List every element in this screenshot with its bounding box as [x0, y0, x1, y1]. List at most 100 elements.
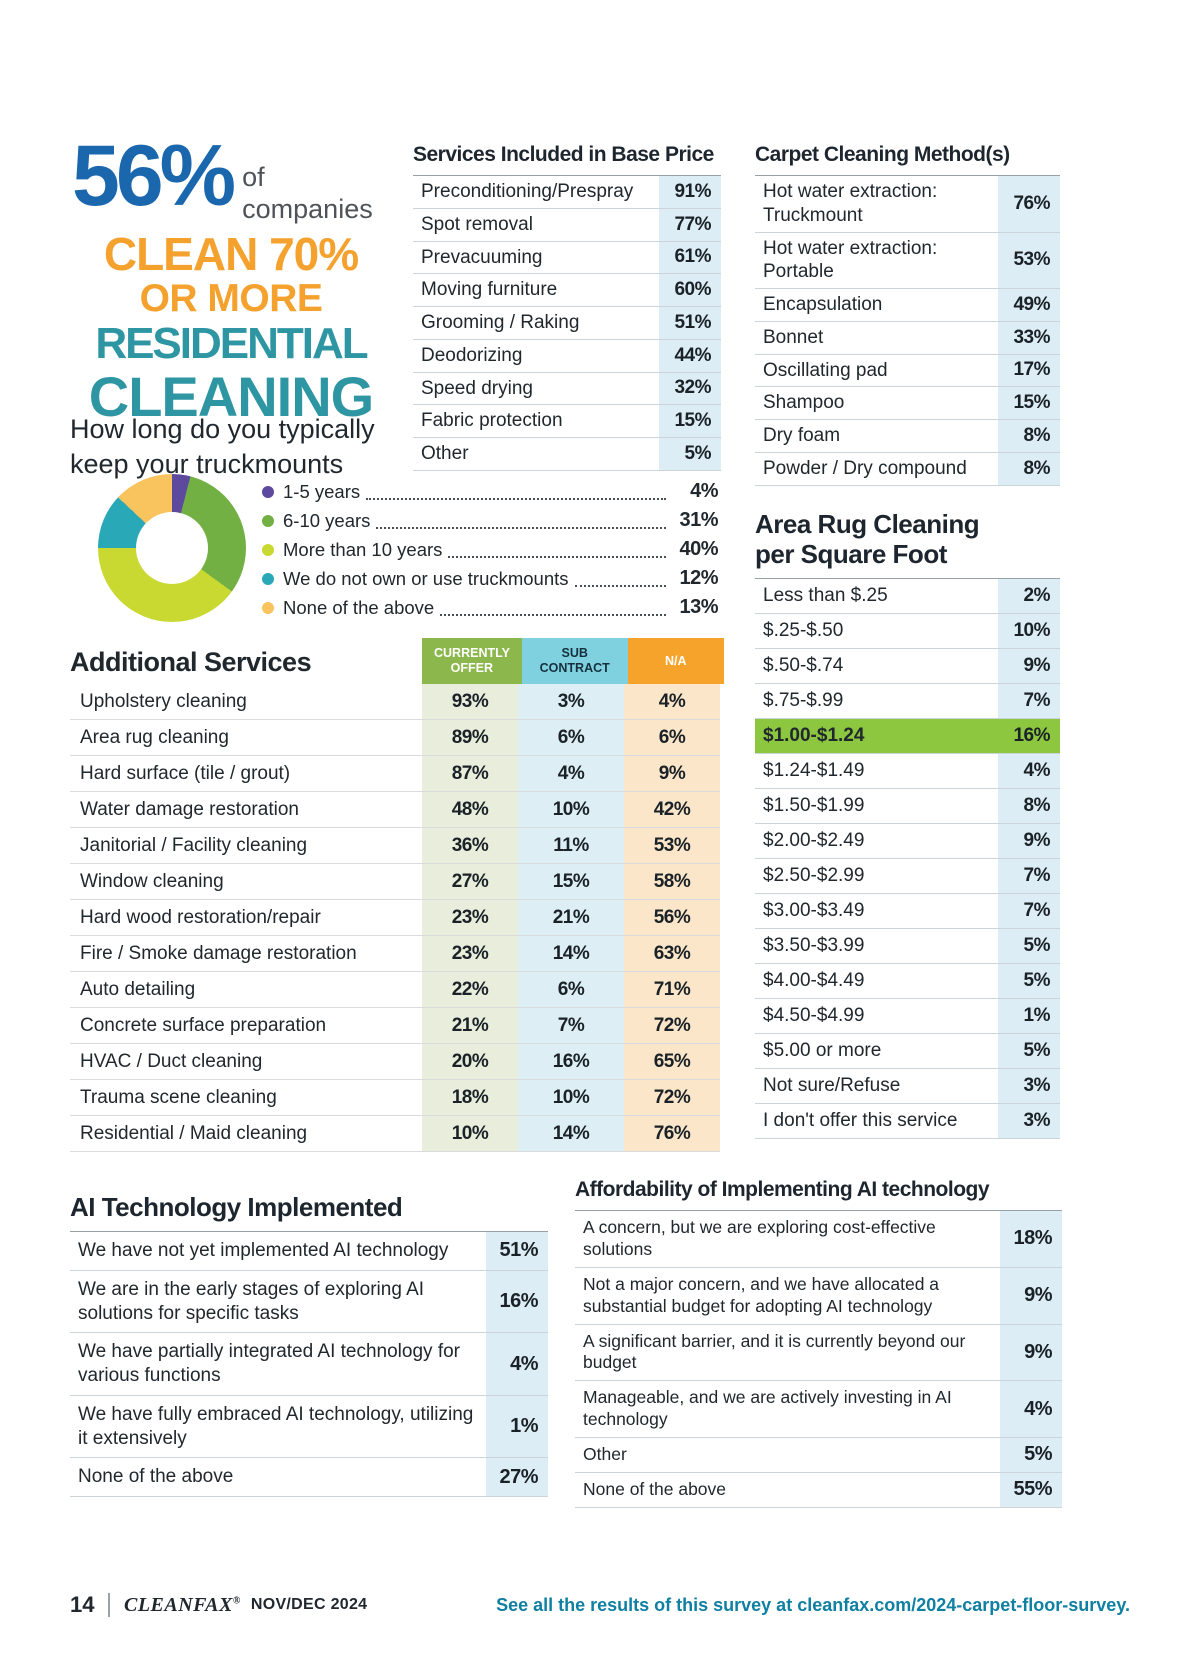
- row-value: 1%: [486, 1395, 548, 1458]
- row-label: Hot water extraction: Portable: [763, 237, 938, 283]
- row-label: Powder / Dry compound: [763, 457, 967, 479]
- row-label: Janitorial / Facility cleaning: [80, 834, 308, 856]
- table-row: Oscillating pad 17%: [755, 354, 1060, 388]
- row-value-currently-offer: 93%: [422, 684, 518, 719]
- table-row: Other 5%: [413, 438, 721, 471]
- footer-divider: [108, 1593, 110, 1617]
- column-header-currently-offer: CURRENTLY OFFER: [422, 638, 522, 684]
- row-label: None of the above: [78, 1466, 234, 1488]
- additional-services-table: Upholstery cleaning 93% 3% 4% Area rug c…: [70, 684, 720, 1152]
- legend-label: None of the above: [283, 596, 435, 618]
- row-value-sub-contract: 10%: [518, 1080, 624, 1115]
- row-value: 5%: [998, 963, 1060, 998]
- table-row: Fabric protection 15%: [413, 405, 721, 438]
- row-label: $.75-$.99: [763, 689, 844, 711]
- headline-line-cleaning: CLEANING: [88, 364, 374, 428]
- row-value: 53%: [998, 232, 1060, 288]
- table-row: Hard surface (tile / grout) 87% 4% 9%: [70, 756, 720, 792]
- row-value-na: 65%: [624, 1044, 720, 1079]
- table-row: Other 5%: [575, 1438, 1062, 1473]
- stat-suffix-line1: of: [242, 162, 265, 192]
- row-label: We are in the early stages of exploring …: [78, 1278, 425, 1324]
- row-label: $4.00-$4.49: [763, 969, 865, 991]
- table-row: Powder / Dry compound 8%: [755, 452, 1060, 486]
- row-value-sub-contract: 6%: [518, 972, 624, 1007]
- row-value: 8%: [998, 452, 1060, 485]
- truckmount-question: How long do you typically keep your truc…: [70, 412, 440, 482]
- table-row: Encapsulation 49%: [755, 289, 1060, 322]
- table-row: $2.50-$2.99 7%: [755, 858, 1060, 894]
- row-value: 55%: [1000, 1472, 1062, 1507]
- additional-services-title: Additional Services: [70, 647, 312, 677]
- column-header-sub-contract: SUB CONTRACT: [521, 638, 628, 684]
- table-row: $1.50-$1.99 8%: [755, 788, 1060, 824]
- row-label: Moving furniture: [421, 279, 558, 301]
- row-value: 3%: [998, 1103, 1060, 1138]
- row-value-sub-contract: 11%: [518, 828, 624, 863]
- table-row: $.25-$.50 10%: [755, 613, 1060, 649]
- row-label: Auto detailing: [80, 978, 196, 1000]
- headline-line-ormore: OR MORE: [139, 277, 323, 321]
- row-label: Shampoo: [763, 392, 845, 414]
- row-value: 8%: [998, 788, 1060, 823]
- row-label: $4.50-$4.99: [763, 1004, 865, 1026]
- legend-label: 6-10 years: [283, 509, 371, 531]
- table-row: $4.00-$4.49 5%: [755, 963, 1060, 999]
- row-value: 5%: [659, 438, 721, 470]
- row-value: 4%: [1000, 1381, 1062, 1437]
- row-label: Preconditioning/Prespray: [421, 181, 634, 202]
- row-value-currently-offer: 21%: [422, 1008, 518, 1043]
- legend-bullet-icon: [262, 543, 274, 556]
- legend-value: 40%: [679, 538, 718, 560]
- row-label: We have fully embraced AI technology, ut…: [78, 1403, 474, 1449]
- row-value-currently-offer: 87%: [422, 756, 518, 791]
- legend-value: 31%: [679, 509, 718, 531]
- row-value: 9%: [1000, 1267, 1062, 1324]
- table-row: Fire / Smoke damage restoration 23% 14% …: [70, 936, 720, 972]
- legend-item: 6-10 years 31%: [262, 506, 719, 535]
- services-included-panel: Services Included in Base Price Precondi…: [413, 143, 721, 471]
- footer-left: 14 CLEANFAX® NOV/DEC 2024: [70, 1592, 367, 1618]
- table-row: Hard wood restoration/repair 23% 21% 56%: [70, 900, 720, 936]
- dotted-leader: [440, 600, 666, 616]
- row-label: Hard wood restoration/repair: [80, 906, 321, 928]
- table-row: Not sure/Refuse 3%: [755, 1068, 1060, 1104]
- row-value-sub-contract: 7%: [518, 1008, 624, 1043]
- row-value: 4%: [486, 1333, 548, 1395]
- table-row: Speed drying 32%: [413, 372, 721, 406]
- row-value: 27%: [486, 1458, 548, 1496]
- row-value-sub-contract: 15%: [518, 864, 624, 899]
- row-label: $.25-$.50: [763, 619, 844, 641]
- table-row: $1.00-$1.24 16%: [755, 718, 1060, 754]
- table-row: Shampoo 15%: [755, 387, 1060, 420]
- page-number: 14: [70, 1592, 95, 1617]
- table-row: Auto detailing 22% 6% 71%: [70, 972, 720, 1008]
- legend-bullet-icon: [262, 572, 274, 585]
- carpet-methods-panel: Carpet Cleaning Method(s) Hot water extr…: [755, 143, 1060, 486]
- row-label: $5.00 or more: [763, 1039, 882, 1061]
- table-row: We have fully embraced AI technology, ut…: [70, 1395, 548, 1459]
- dotted-leader: [574, 571, 666, 587]
- row-value: 15%: [659, 405, 721, 437]
- row-value-currently-offer: 27%: [422, 864, 518, 899]
- page-footer: 14 CLEANFAX® NOV/DEC 2024 See all the re…: [70, 1592, 1130, 1618]
- legend-value: 13%: [679, 596, 718, 618]
- row-value: 77%: [659, 208, 721, 241]
- table-row: Janitorial / Facility cleaning 36% 11% 5…: [70, 828, 720, 864]
- row-label: Speed drying: [421, 377, 533, 399]
- row-value-na: 72%: [624, 1008, 720, 1043]
- legend-label: 1-5 years: [283, 480, 361, 502]
- survey-results-link[interactable]: See all the results of this survey at cl…: [496, 1594, 1130, 1615]
- row-label: Dry foam: [763, 425, 841, 446]
- table-row: None of the above 27%: [70, 1458, 548, 1497]
- legend-label: We do not own or use truckmounts: [283, 567, 569, 589]
- truckmount-question-line2: keep your truckmounts: [70, 449, 344, 480]
- row-value-na: 4%: [624, 684, 720, 719]
- table-row: A concern, but we are exploring cost-eff…: [575, 1211, 1062, 1268]
- row-value-currently-offer: 23%: [422, 900, 518, 935]
- legend-value: 4%: [690, 480, 718, 502]
- services-table: Preconditioning/Prespray 91% Spot remova…: [413, 176, 721, 471]
- table-row: Manageable, and we are actively investin…: [575, 1381, 1062, 1438]
- area-rug-title: Area Rug Cleaning per Square Foot: [755, 509, 1060, 570]
- row-label: We have not yet implemented AI technolog…: [78, 1240, 449, 1261]
